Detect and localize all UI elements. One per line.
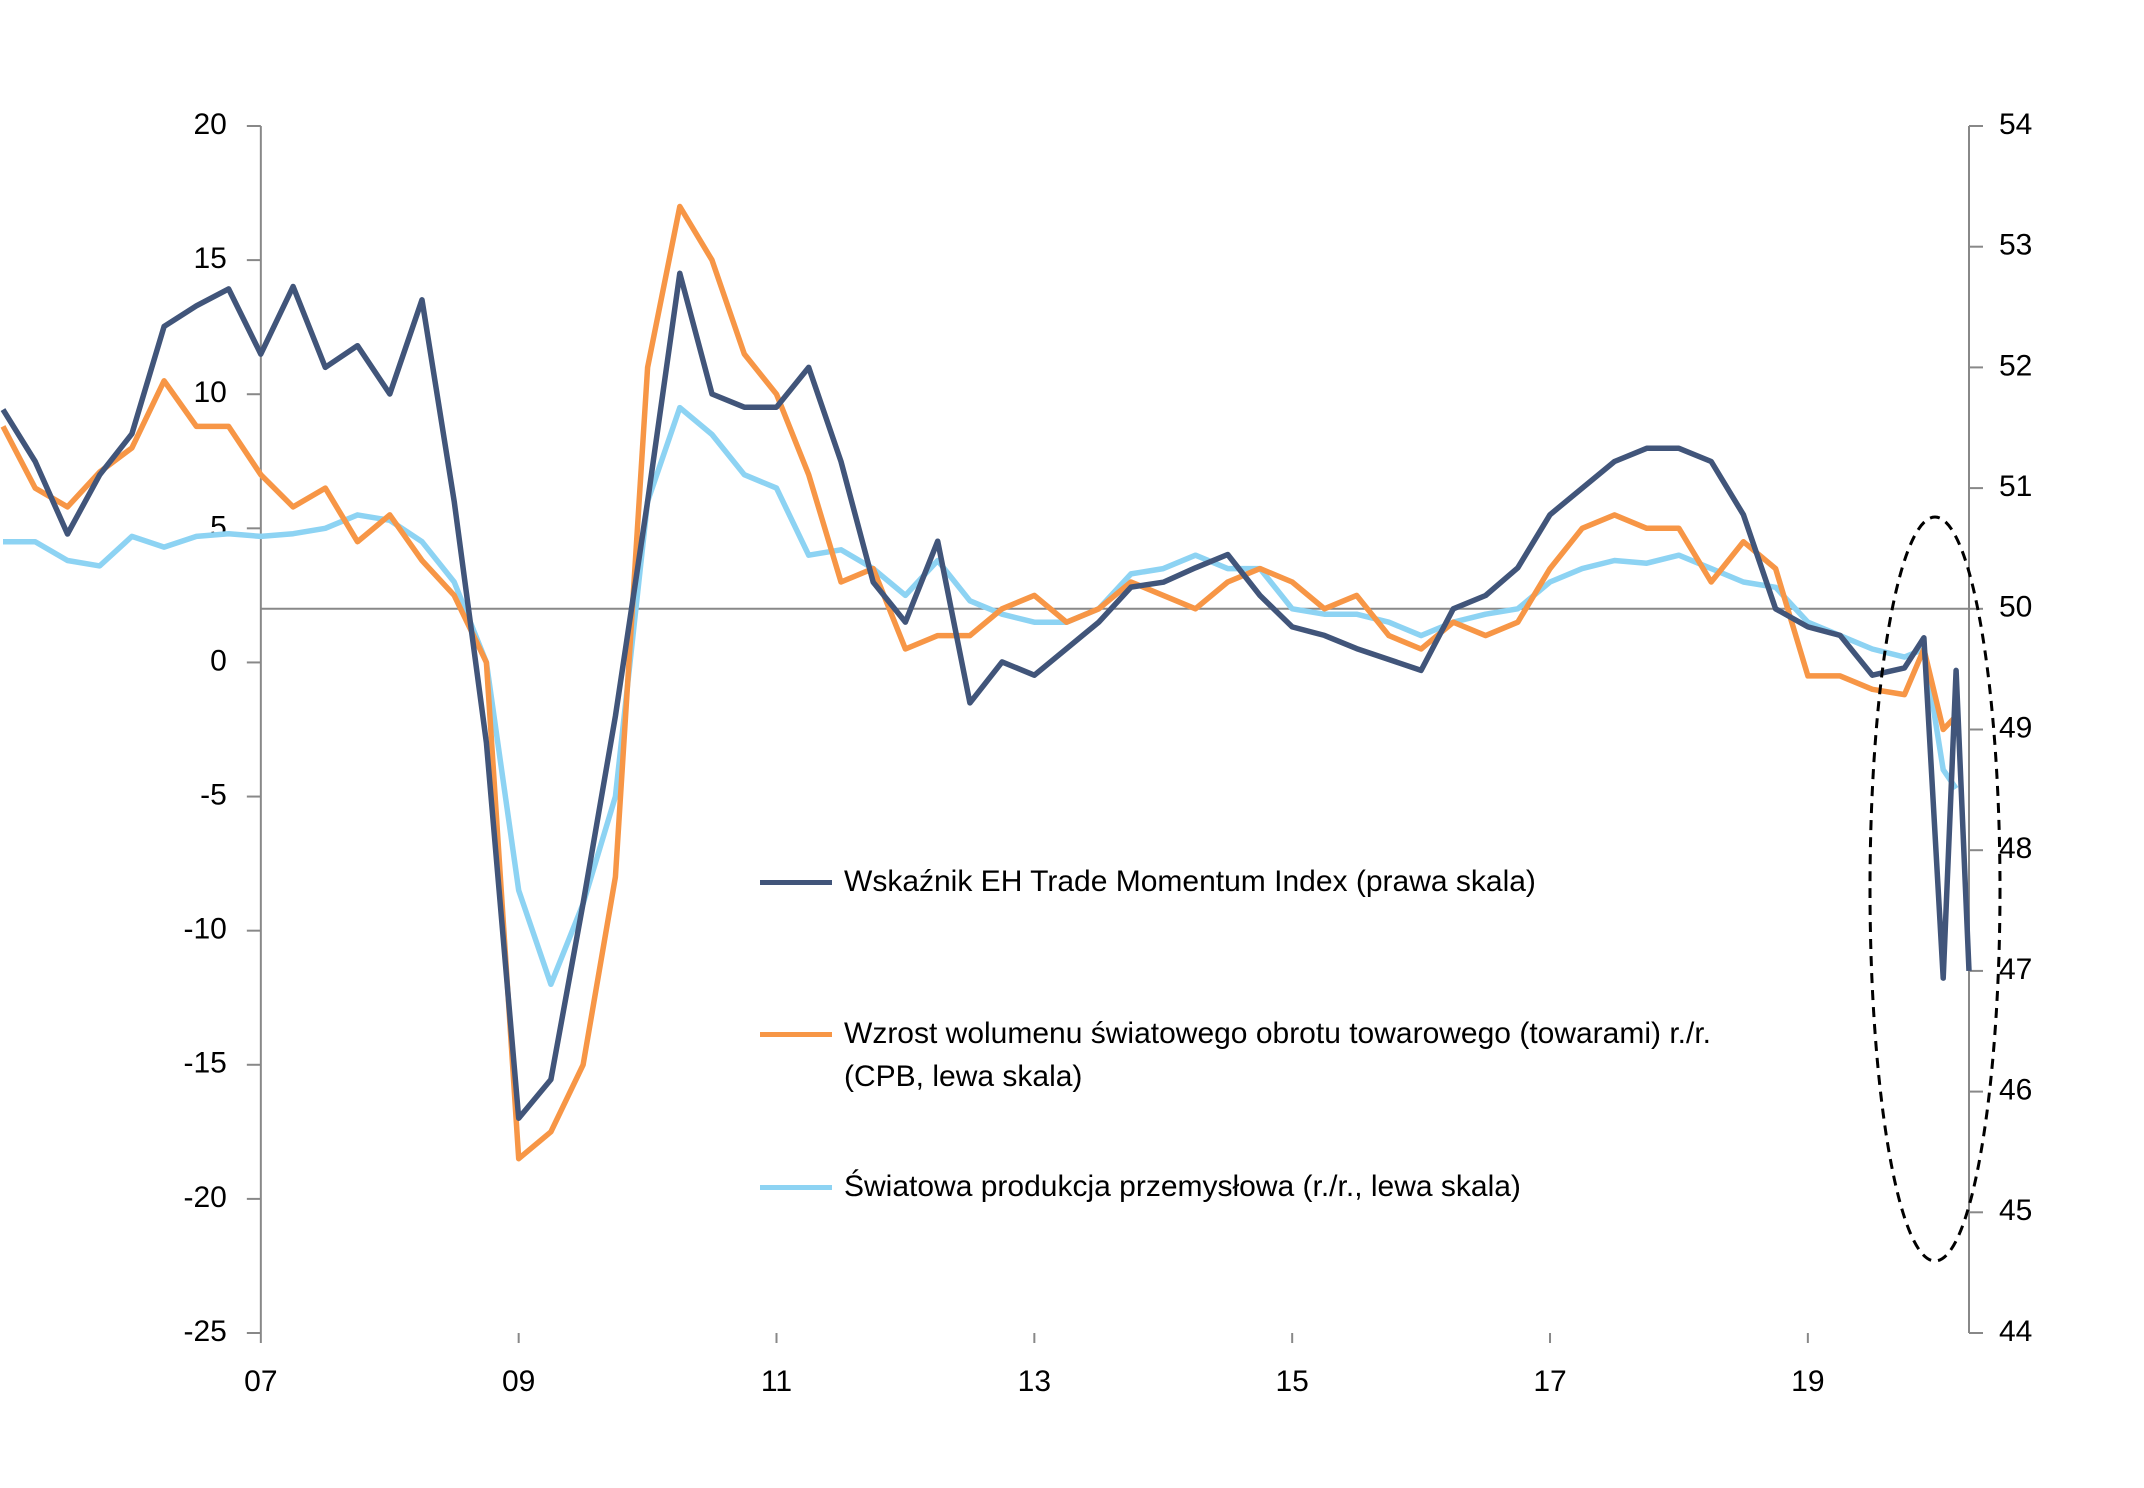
y-tick-label: -10: [183, 913, 226, 946]
y-tick-label: 15: [193, 242, 226, 275]
legend-entry: Światowa produkcja przemysłowa (r./r., l…: [760, 1165, 1764, 1208]
x-tick-label: 17: [1533, 1365, 1566, 1398]
legend-label: Światowa produkcja przemysłowa (r./r., l…: [844, 1170, 1521, 1203]
legend-label: Wzrost wolumenu światowego obrotu towaro…: [844, 1017, 1712, 1093]
series-line: [0, 270, 1972, 1121]
x-tick-label: 13: [1018, 1365, 1051, 1398]
y-tick-label: -25: [183, 1315, 226, 1348]
x-tick-label: 07: [244, 1365, 277, 1398]
y2-tick-label: 52: [1999, 349, 2032, 382]
x-tick-label: 11: [761, 1365, 792, 1398]
x-tick-label: 15: [1275, 1365, 1308, 1398]
legend-label: Wskaźnik EH Trade Momentum Index (prawa …: [844, 865, 1536, 898]
legend-swatch: [760, 1032, 832, 1037]
legend-swatch: [760, 1185, 832, 1190]
series-line: [3, 404, 1959, 988]
y-tick-label: 5: [210, 510, 227, 543]
highlight-ellipse: [1868, 515, 2002, 1263]
legend-entry: Wzrost wolumenu światowego obrotu towaro…: [760, 1012, 1764, 1098]
x-tick-label: 19: [1791, 1365, 1824, 1398]
y2-tick-label: 53: [1999, 229, 2032, 262]
series-line: [0, 203, 1959, 1162]
y-tick-label: -15: [183, 1047, 226, 1080]
y2-tick-label: 46: [1999, 1074, 2032, 1107]
y2-tick-label: 54: [1999, 108, 2032, 141]
legend-entry: Wskaźnik EH Trade Momentum Index (prawa …: [760, 860, 1764, 903]
y-tick-label: 0: [210, 644, 227, 677]
y2-tick-label: 45: [1999, 1194, 2032, 1227]
legend-swatch: [760, 880, 832, 885]
y2-tick-label: 48: [1999, 832, 2032, 865]
y-tick-label: 10: [193, 376, 226, 409]
y2-tick-label: 47: [1999, 953, 2032, 986]
y-tick-label: -20: [183, 1181, 226, 1214]
y2-tick-label: 49: [1999, 711, 2032, 744]
x-tick-label: 09: [502, 1365, 535, 1398]
y2-tick-label: 44: [1999, 1315, 2032, 1348]
y2-tick-label: 50: [1999, 591, 2032, 624]
y-tick-label: 20: [193, 108, 226, 141]
y-tick-label: -5: [200, 778, 227, 811]
y2-tick-label: 51: [1999, 470, 2032, 503]
